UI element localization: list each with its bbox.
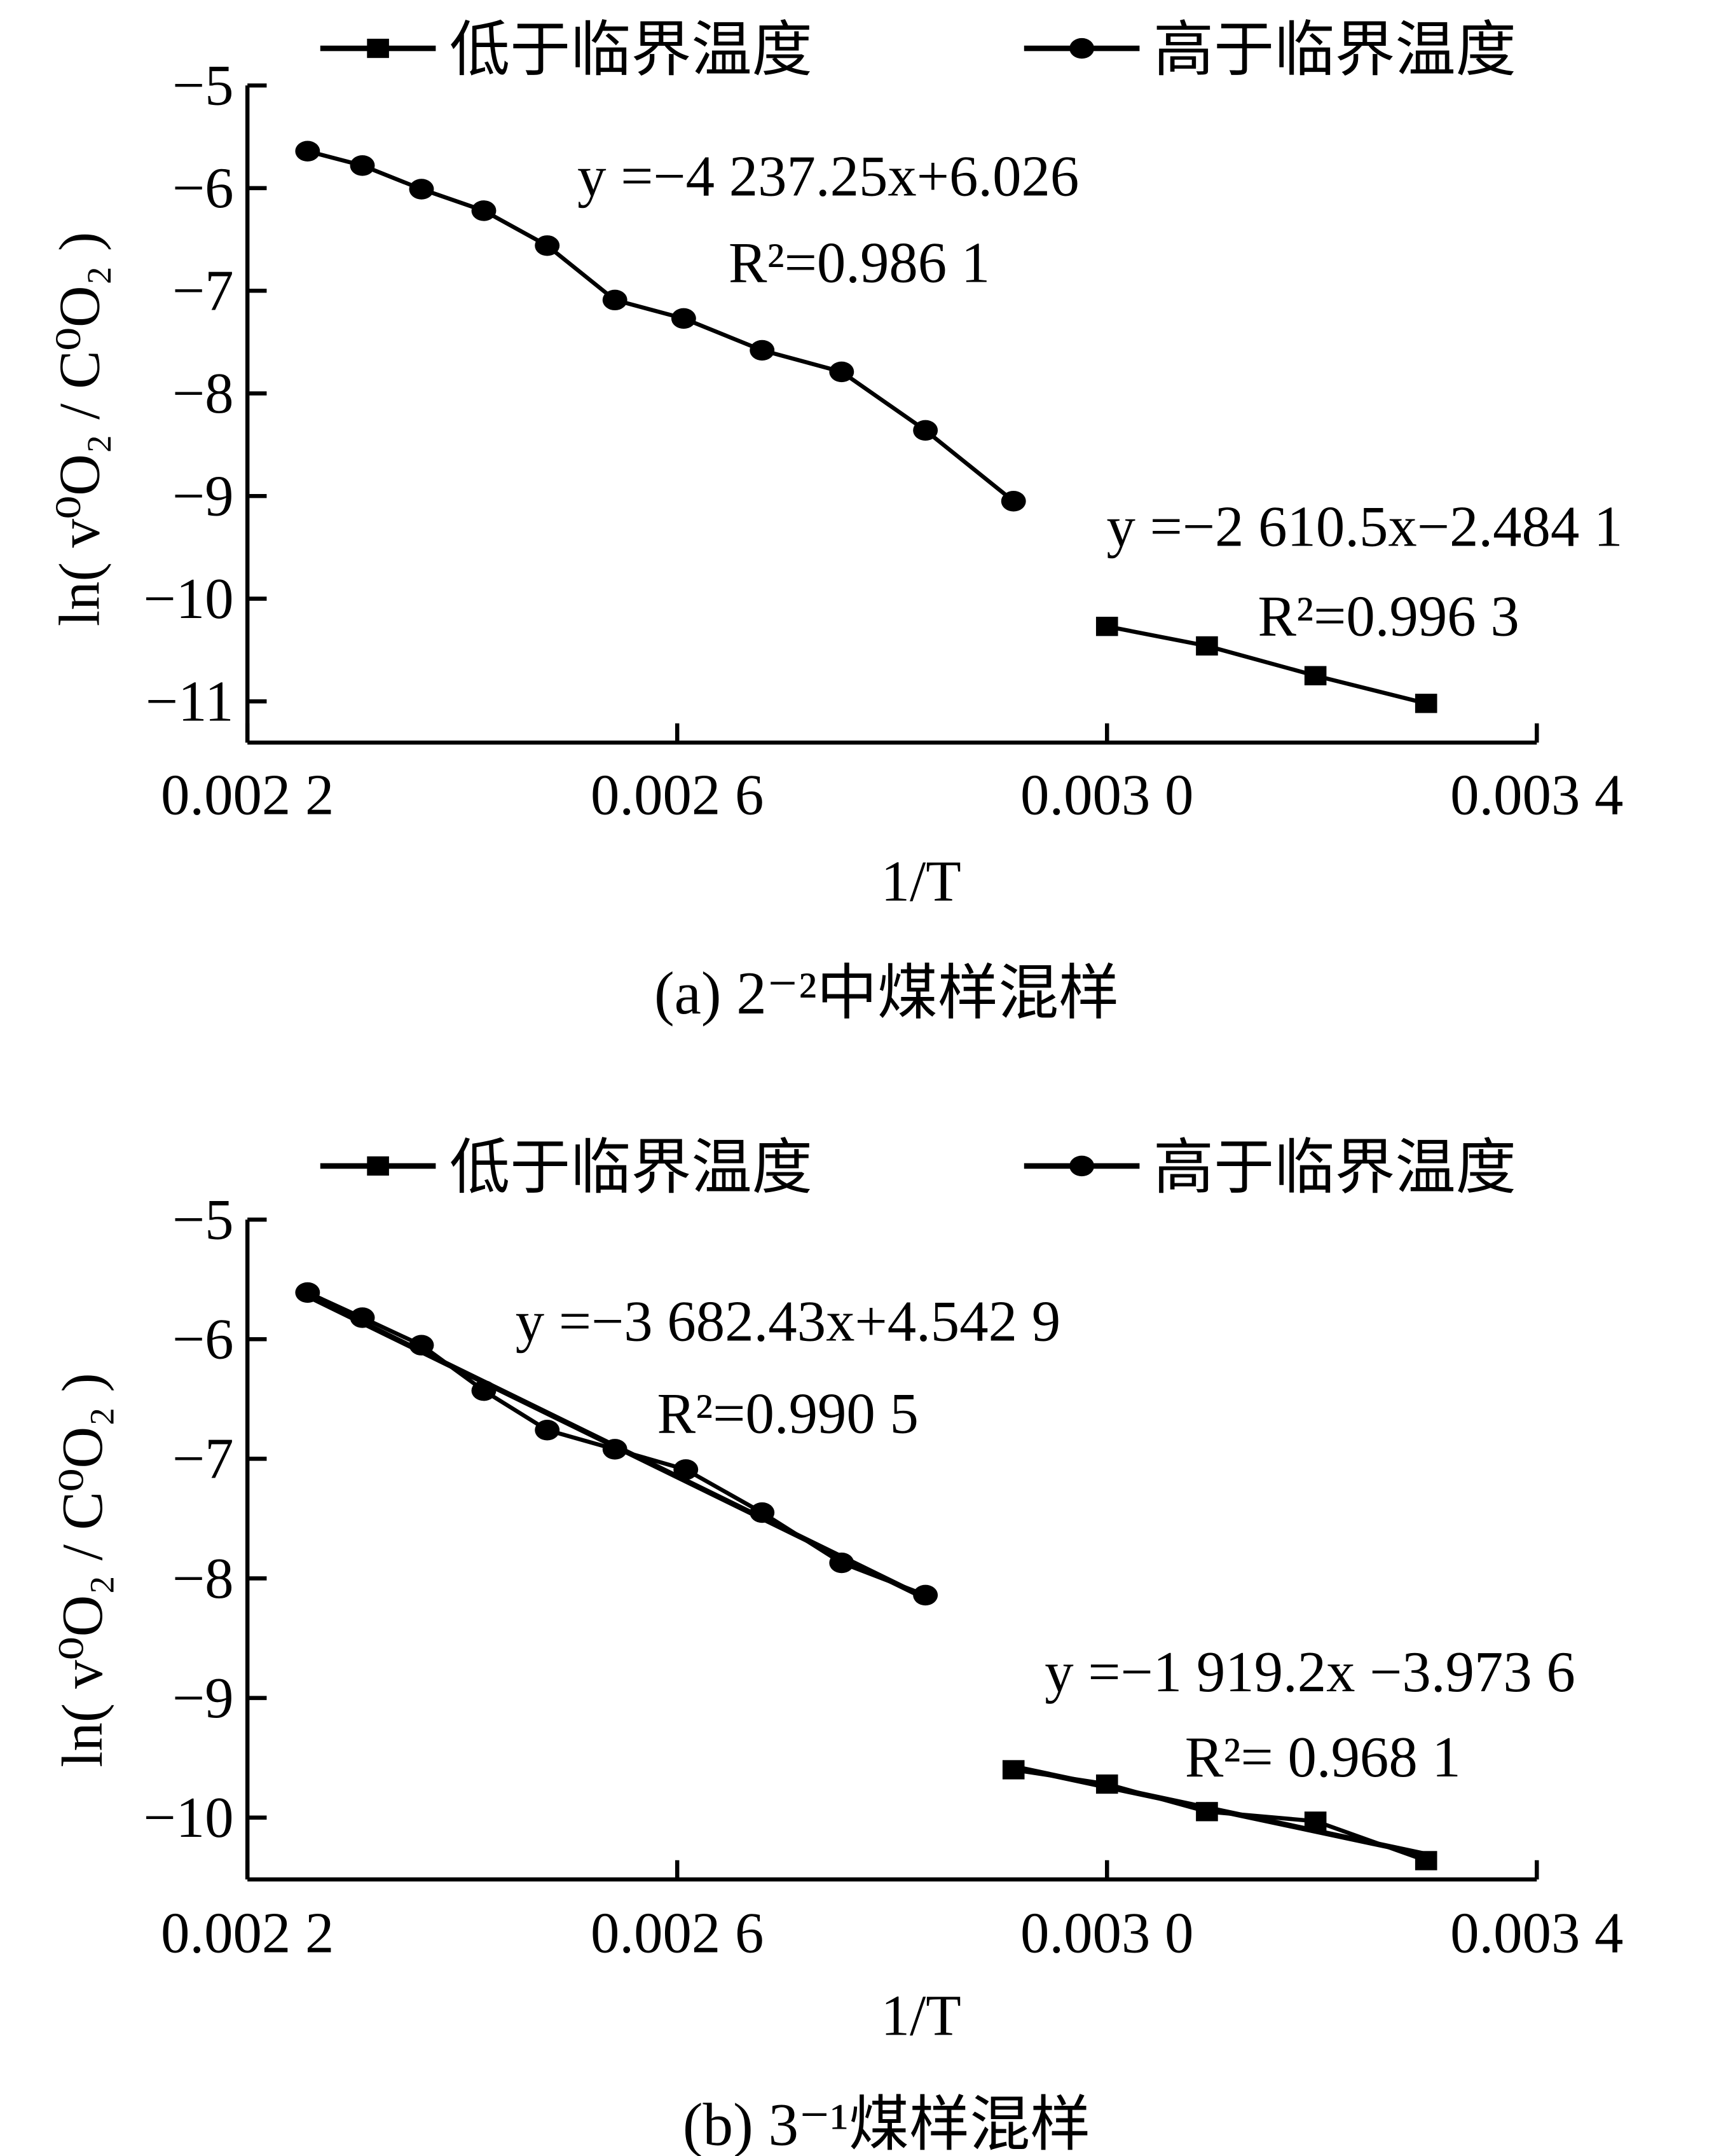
y-tick-label: −10 [144,1785,234,1850]
trend-equation: y =−3 682.43x+4.542 9 [516,1289,1060,1353]
data-point-circle [471,200,497,221]
r-squared: R²= 0.968 1 [1185,1725,1461,1789]
legend-square-icon [367,1156,389,1176]
y-tick-label: −8 [172,1546,234,1610]
data-point-circle [829,1552,854,1574]
legend-item-circle: 高于临界温度 [1024,17,1516,84]
y-tick-label: −7 [172,1427,234,1491]
data-point-circle [409,1335,434,1356]
legend-item-square: 低于临界温度 [320,1134,813,1201]
series-circle: y =−3 682.43x+4.542 9 R²=0.990 5 [295,1282,1060,1606]
data-point-square [1095,1774,1118,1794]
y-tick-label: −7 [172,259,234,323]
x-axis-label: 1/T [881,849,961,914]
r-squared: R²=0.996 3 [1258,584,1519,648]
data-point-square [1196,1802,1218,1822]
legend-label: 低于临界温度 [449,1134,813,1201]
y-tick-label: −9 [172,1666,234,1730]
y-axis-label: ln( v⁰O₂ / C⁰O₂ ) [50,1373,114,1767]
data-point-square [1304,1811,1327,1831]
data-point-circle [602,289,627,311]
series-square: y =−2 610.5x−2.484 1 R²=0.996 3 [1095,495,1623,713]
legend-item-circle: 高于临界温度 [1024,1134,1516,1201]
data-point-circle [1001,491,1026,512]
series-circle: y =−4 237.25x+6.026 R²=0.986 1 [295,141,1079,512]
y-axis-label: ln( v⁰O₂ / C⁰O₂ ) [48,232,112,626]
data-point-circle [829,361,854,383]
x-tick-label: 0.002 6 [591,1901,764,1965]
y-tick-label: −11 [146,669,234,733]
legend-label: 高于临界温度 [1153,17,1516,84]
x-tick-label: 0.003 0 [1020,1901,1193,1965]
chart-a: −5 −6 −7 −8 −9 −10 −11 0.002 2 0.002 6 0.003 0 0.0… [48,17,1624,1027]
data-point-circle [471,1380,497,1401]
data-point-circle [913,1584,938,1606]
data-point-circle [535,235,560,256]
chart-caption: (b) 3⁻¹煤样混样 [683,2091,1091,2156]
x-tick-label: 0.002 6 [591,762,764,827]
data-point-circle [409,179,434,200]
x-tick-label: 0.003 4 [1450,1901,1623,1965]
r-squared: R²=0.986 1 [729,231,990,295]
series-square: y =−1 919.2x −3.973 6 R²= 0.968 1 [1002,1640,1575,1871]
data-point-circle [913,420,938,441]
y-tick-label: −8 [172,361,234,425]
data-point-square [1002,1760,1025,1780]
legend-circle-icon [1069,1155,1095,1177]
trend-equation: y =−4 237.25x+6.026 [577,144,1079,208]
chart-caption: (a) 2⁻²中煤样混样 [654,959,1119,1027]
legend-label: 低于临界温度 [449,17,813,84]
data-point-circle [295,1282,320,1303]
data-point-circle [673,1459,699,1480]
trend-equation: y =−2 610.5x−2.484 1 [1107,495,1623,559]
data-point-circle [750,1502,775,1523]
chart-b: −5 −6 −7 −8 −9 −10 0.002 2 0.002 6 0.003 0 0.003 … [50,1134,1623,2156]
legend-label: 高于临界温度 [1153,1134,1516,1201]
data-point-circle [535,1420,560,1441]
y-tick-label: −9 [172,463,234,528]
x-tick-label: 0.003 4 [1450,762,1623,827]
data-point-circle [602,1439,627,1460]
data-point-square [1415,694,1437,713]
data-point-circle [295,141,320,161]
legend-circle-icon [1069,38,1095,59]
data-point-circle [671,308,696,329]
x-tick-label: 0.002 2 [161,762,334,827]
data-point-circle [350,1307,375,1328]
r-squared: R²=0.990 5 [657,1381,919,1445]
data-point-circle [350,155,375,176]
trendline [1013,1764,1427,1858]
legend-item-square: 低于临界温度 [320,17,813,84]
y-tick-label: −5 [172,53,234,118]
data-point-square [1415,1851,1437,1871]
data-point-square [1095,617,1118,636]
data-point-square [1196,636,1218,656]
data-point-circle [750,340,775,361]
y-tick-label: −6 [172,1307,234,1371]
trend-equation: y =−1 919.2x −3.973 6 [1045,1640,1575,1704]
data-point-square [1304,666,1327,685]
y-tick-label: −10 [144,566,234,631]
x-tick-label: 0.003 0 [1020,762,1193,827]
legend-square-icon [367,38,389,58]
series-line [1106,624,1427,706]
x-tick-label: 0.002 2 [161,1901,334,1965]
x-axis-label: 1/T [881,1983,961,2047]
y-tick-label: −6 [172,156,234,220]
y-tick-label: −5 [172,1187,234,1251]
